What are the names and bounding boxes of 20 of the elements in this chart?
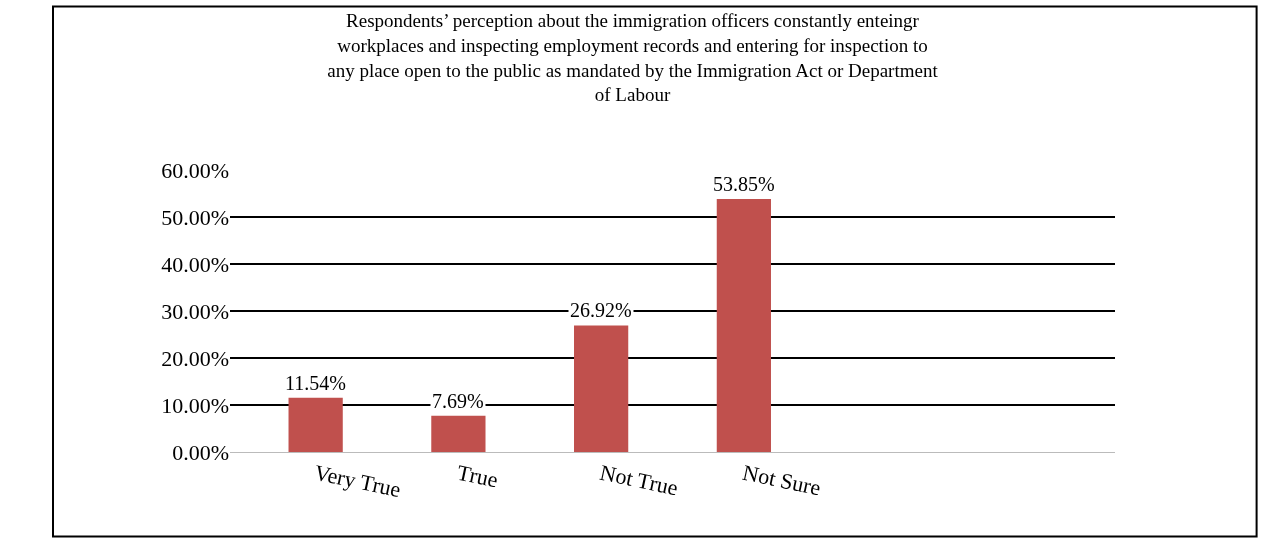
y-tick-label: 0.00%	[172, 439, 229, 465]
x-tick-label: True	[455, 459, 501, 493]
data-label: 11.54%	[285, 372, 346, 394]
x-tick-label: Not True	[597, 459, 681, 501]
x-tick-label: Not Sure	[740, 459, 823, 501]
bar	[716, 198, 771, 452]
bar	[288, 397, 343, 452]
y-tick-label: 30.00%	[161, 298, 229, 324]
y-tick-label: 50.00%	[161, 204, 229, 230]
data-label: 26.92%	[570, 299, 632, 321]
chart-title: Respondents’ perception about the immigration officers constantly enteingr workplaces and inspecting employment records and entering for inspection to any place open to the public as mandated by the Immigration Act or Department of Labour	[327, 10, 939, 106]
bar	[574, 325, 629, 452]
y-tick-label: 10.00%	[161, 392, 229, 418]
y-tick-label: 20.00%	[161, 345, 229, 371]
x-tick-label: Very True	[312, 459, 404, 503]
y-tick-label: 60.00%	[161, 157, 229, 183]
bar	[431, 415, 486, 452]
data-label: 7.69%	[432, 390, 484, 412]
y-tick-label: 40.00%	[161, 251, 229, 277]
data-label: 53.85%	[713, 173, 775, 195]
